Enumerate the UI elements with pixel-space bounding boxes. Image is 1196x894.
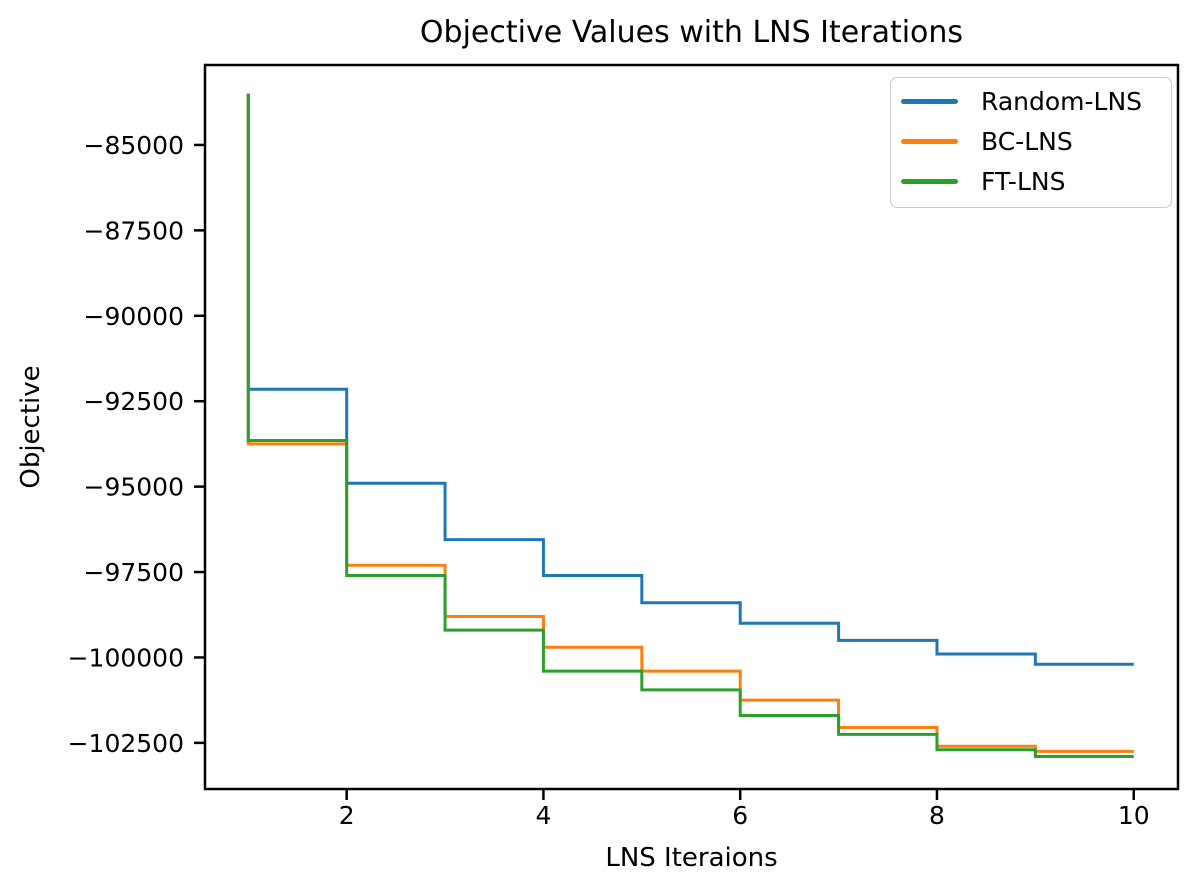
legend-items: Random-LNS BC-LNS FT-LNS	[891, 81, 1171, 201]
x-tick-label: 8	[929, 801, 945, 830]
y-tick-label: −97500	[84, 558, 184, 587]
y-tick-label: −85000	[84, 131, 184, 160]
x-axis-label: LNS Iteraions	[605, 843, 778, 873]
legend-label-ft-lns: FT-LNS	[981, 166, 1066, 196]
y-tick-label: −95000	[84, 473, 184, 502]
series-line-ft-lns	[246, 93, 1134, 759]
legend-item-random-lns: Random-LNS	[891, 81, 1171, 121]
legend-item-bc-lns: BC-LNS	[891, 121, 1171, 161]
legend-line-sample-ft-lns	[901, 178, 958, 184]
legend-line-sample-random-lns	[901, 98, 958, 104]
y-tick-label: −102500	[68, 729, 184, 758]
legend-line-sample-bc-lns	[901, 138, 958, 144]
y-tick-label: −87500	[84, 216, 184, 245]
legend-label-random-lns: Random-LNS	[981, 86, 1143, 116]
x-tick-label: 6	[732, 801, 748, 830]
axes-border	[203, 63, 1180, 791]
x-tick-label: 10	[1118, 801, 1150, 830]
x-tick-label: 2	[339, 801, 355, 830]
chart-title: Objective Values with LNS Iterations	[419, 15, 964, 50]
legend-item-ft-lns: FT-LNS	[891, 161, 1171, 201]
legend-label-bc-lns: BC-LNS	[981, 126, 1073, 156]
y-tick-label: −100000	[68, 643, 184, 672]
x-tick-label: 4	[535, 801, 551, 830]
legend: Random-LNS BC-LNS FT-LNS	[890, 77, 1172, 208]
y-tick-label: −92500	[84, 387, 184, 416]
y-tick-label: −90000	[84, 302, 184, 331]
